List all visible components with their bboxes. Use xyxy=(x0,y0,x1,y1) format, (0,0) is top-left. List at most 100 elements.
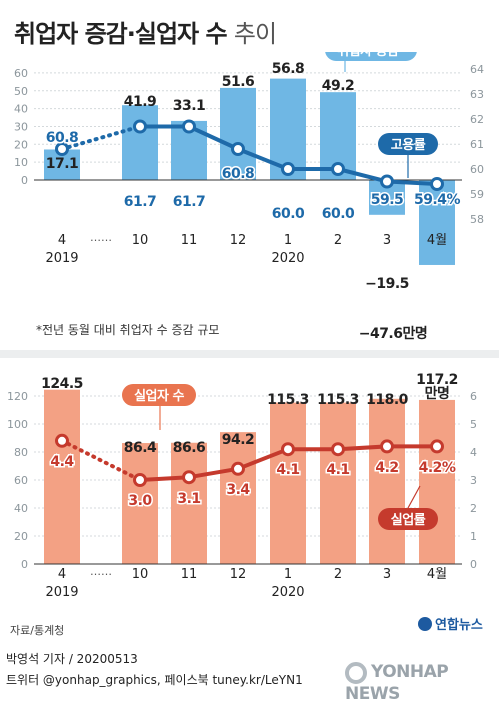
x-gap-marker: …… xyxy=(90,231,112,244)
legend-pill xyxy=(122,384,196,406)
x-tick-label: 10 xyxy=(132,567,149,582)
line-value-label: 59.5 xyxy=(371,192,404,208)
line-point xyxy=(331,442,345,457)
x-tick-label: 1 xyxy=(284,233,292,248)
legend-label: 실업자 수 xyxy=(134,388,184,404)
bar-value-label: 만명 xyxy=(425,385,450,402)
x-tick-label: 2 xyxy=(334,567,342,582)
x-tick-label: 11 xyxy=(181,567,198,582)
y2-tick-label: 3 xyxy=(470,474,477,487)
x-year-label: 2020 xyxy=(271,251,304,266)
yonhap-ring-icon xyxy=(345,662,367,684)
y-tick-label: 0 xyxy=(21,558,28,571)
bar-value-label: 56.8 xyxy=(272,61,305,77)
section-divider xyxy=(0,350,499,358)
y-tick-label: 60 xyxy=(14,67,28,80)
line-value-label: 61.7 xyxy=(173,194,206,210)
line-value-label: 3.4 xyxy=(226,482,250,498)
bar xyxy=(320,402,356,564)
line-value-label: 61.7 xyxy=(124,194,157,210)
y-tick-label: 40 xyxy=(14,502,28,515)
line-value-label: 60.0 xyxy=(322,206,355,222)
x-tick-label: 10 xyxy=(132,233,149,248)
y-tick-label: 60 xyxy=(14,474,28,487)
line-point xyxy=(182,470,196,485)
bar-value-label: 115.3 xyxy=(267,392,309,408)
agency-logo: 연합뉴스 xyxy=(418,614,483,633)
line-point xyxy=(182,119,196,134)
y-tick-label: 20 xyxy=(14,138,28,151)
line-point xyxy=(281,162,295,176)
bar xyxy=(419,180,455,265)
line-point xyxy=(331,162,345,176)
bar-value-label: 51.6 xyxy=(222,74,255,90)
bar xyxy=(171,442,207,564)
x-tick-label: 4 xyxy=(58,567,66,582)
line-value-label: 59.4% xyxy=(414,192,461,208)
legend-label: 실업률 xyxy=(391,512,426,528)
x-tick-label: 3 xyxy=(383,233,391,248)
credit-line-2: 트위터 @yonhap_graphics, 페이스북 tuney.kr/LeYN… xyxy=(6,673,303,687)
footnote: *전년 동월 대비 취업자 수 증감 규모 xyxy=(36,323,219,337)
line-value-label: 60.0 xyxy=(272,206,305,222)
y-tick-label: 10 xyxy=(14,156,28,169)
x-year-label: 2020 xyxy=(271,585,304,600)
yonhap-text: YONHAP NEWS xyxy=(345,662,449,704)
y-tick-label: 0 xyxy=(21,174,28,187)
bar-value-label: 117.2 xyxy=(416,372,458,388)
line-dotted-segment xyxy=(60,438,142,482)
y2-tick-label: 5 xyxy=(470,418,477,431)
line-point xyxy=(430,177,444,191)
title-main: 취업자 증감·실업자 수 xyxy=(14,20,228,48)
x-year-label: 2019 xyxy=(45,251,78,266)
bar-value-label: 118.0 xyxy=(366,392,409,408)
bar xyxy=(369,398,405,564)
line-point xyxy=(380,439,394,454)
line-point xyxy=(380,174,394,189)
y2-tick-label: 64 xyxy=(470,63,484,76)
bar-value-label: 41.9 xyxy=(124,94,157,110)
x-tick-label: 2 xyxy=(334,233,342,248)
x-tick-label: 12 xyxy=(230,233,247,248)
bar-value-label: 86.4 xyxy=(124,440,157,456)
line-value-label: 4.1 xyxy=(276,462,299,478)
bar xyxy=(122,105,158,180)
bar xyxy=(122,443,158,564)
y2-tick-label: 63 xyxy=(470,88,484,101)
bar-value-label: −19.5 xyxy=(365,276,409,292)
bar-value-label: −47.6만명 xyxy=(359,325,428,342)
x-year-label: 2019 xyxy=(45,585,78,600)
line-value-label: 3.1 xyxy=(177,491,200,507)
y2-tick-label: 6 xyxy=(470,390,477,403)
line-value-label: 4.4 xyxy=(50,454,74,470)
x-tick-label: 4 xyxy=(58,233,66,248)
y2-tick-label: 2 xyxy=(470,502,477,515)
bar-value-label: 33.1 xyxy=(173,98,206,114)
line-point xyxy=(430,439,444,454)
bar xyxy=(220,432,256,564)
y2-tick-label: 4 xyxy=(470,446,477,459)
line-point xyxy=(281,442,295,457)
x-tick-label: 3 xyxy=(383,567,391,582)
line-value-label: 4.2% xyxy=(419,460,456,476)
y-tick-label: 120 xyxy=(7,390,28,403)
x-tick-label: 11 xyxy=(181,233,198,248)
legend-pill xyxy=(378,508,438,530)
line-point xyxy=(55,142,69,156)
bar-value-label: 94.2 xyxy=(222,432,255,448)
y2-tick-label: 60 xyxy=(470,163,484,176)
line-point xyxy=(133,119,147,134)
employment-chart: 0 10 20 30 40 50 60 58 59 60 61 62 63 64 17.1 41.9 33.1 5… xyxy=(14,52,484,342)
bar-value-label: 86.6 xyxy=(173,440,206,456)
y-tick-label: 20 xyxy=(14,530,28,543)
source-note: 자료/통계청 xyxy=(10,624,65,637)
y2-tick-label: 0 xyxy=(470,558,477,571)
legend-pill xyxy=(378,133,438,155)
bar xyxy=(419,399,455,564)
line-value-label: 60.8 xyxy=(222,166,255,182)
y2-tick-label: 62 xyxy=(470,113,484,126)
legend-leader-line xyxy=(407,485,421,509)
x-gap-marker: …… xyxy=(90,565,112,578)
line-value-label: 60.8 xyxy=(46,130,79,146)
